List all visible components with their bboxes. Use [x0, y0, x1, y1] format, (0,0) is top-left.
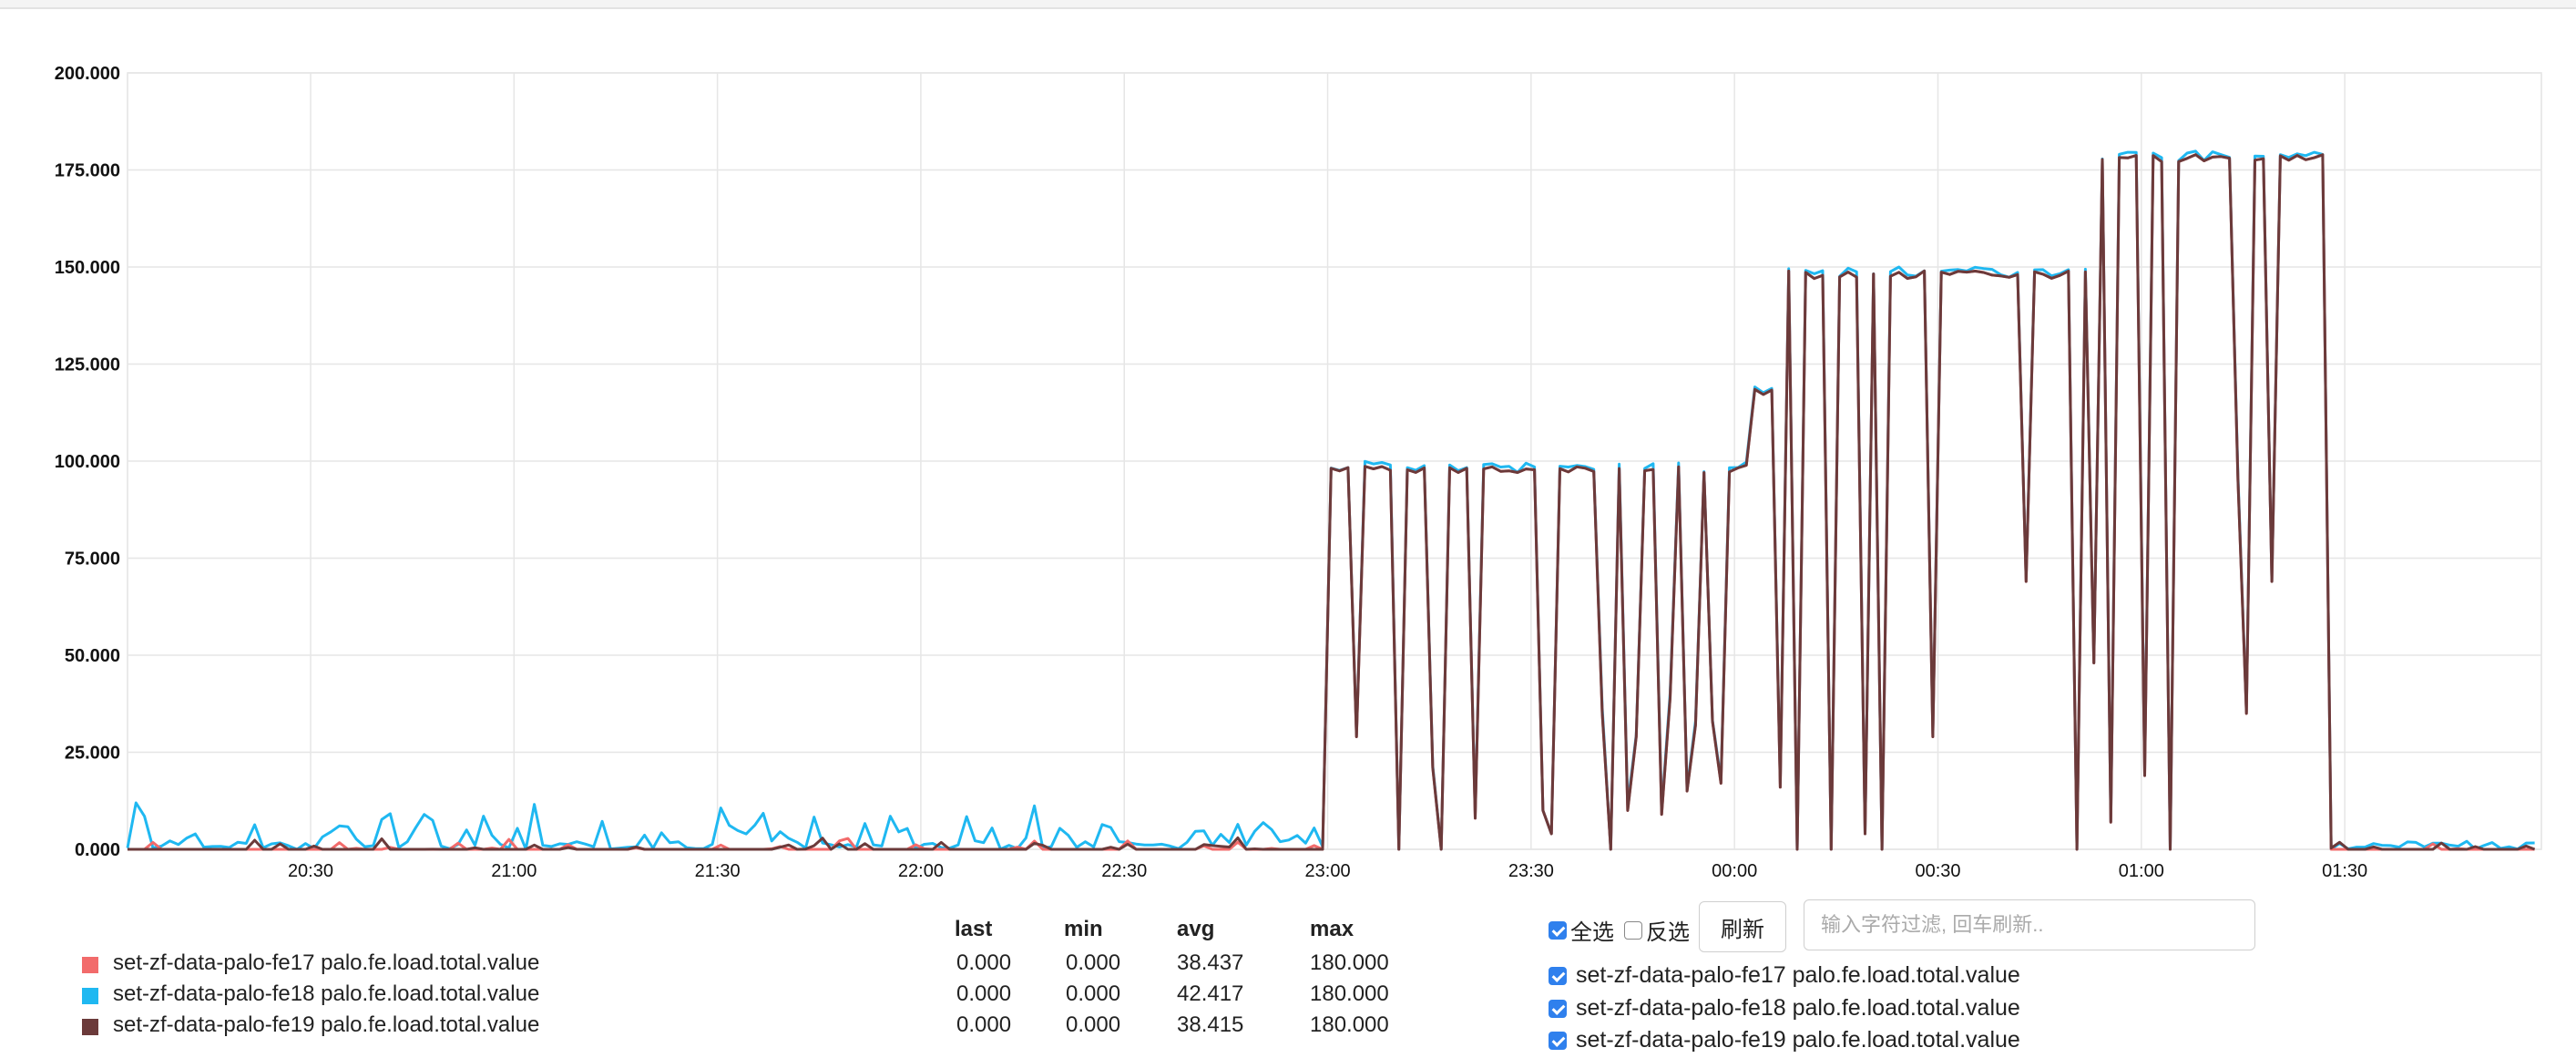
legend-avg: 38.437	[1177, 950, 1244, 975]
x-tick-label: 22:30	[1101, 861, 1147, 881]
legend-min: 0.000	[1066, 1012, 1121, 1037]
invert-selection-toggle[interactable]: 反选	[1624, 914, 1690, 946]
legend-swatch	[82, 988, 98, 1004]
x-tick-label: 20:30	[288, 861, 333, 881]
legend-last: 0.000	[956, 981, 1012, 1006]
legend-avg: 42.417	[1177, 981, 1244, 1006]
line-chart: 0.000 25.000 50.000 75.000 100.000 125.000 150…	[55, 64, 2542, 881]
legend-last: 0.000	[956, 1012, 1012, 1037]
select-all-label: 全选	[1570, 920, 1614, 945]
legend-swatch	[82, 1019, 98, 1035]
y-tick-label: 100.000	[55, 452, 120, 472]
y-tick-label: 75.000	[65, 550, 120, 570]
legend-series-name: set-zf-data-palo-fe19 palo.fe.load.total…	[113, 1012, 540, 1037]
series-checkbox[interactable]	[1549, 1000, 1567, 1019]
y-tick-label: 25.000	[65, 744, 120, 764]
series-checklist-item[interactable]: set-zf-data-palo-fe17 palo.fe.load.total…	[1549, 962, 2020, 993]
series-checkbox[interactable]	[1549, 1032, 1567, 1051]
legend-max: 180.000	[1310, 950, 1389, 975]
legend-min: 0.000	[1066, 981, 1121, 1006]
y-tick-label: 125.000	[55, 355, 120, 375]
series-lines	[126, 149, 2536, 851]
series-checklist-label: set-zf-data-palo-fe17 palo.fe.load.total…	[1576, 962, 2020, 988]
x-tick-label: 01:00	[2119, 861, 2164, 881]
legend-swatch	[82, 957, 98, 973]
refresh-button[interactable]: 刷新	[1699, 901, 1786, 952]
chart-grid	[127, 72, 2542, 850]
series-checklist-label: set-zf-data-palo-fe18 palo.fe.load.total…	[1576, 995, 2020, 1021]
x-axis: 20:30 21:00 21:30 22:00 22:30 23:00 23:30 00:00…	[288, 861, 2367, 881]
series-checklist-item[interactable]: set-zf-data-palo-fe18 palo.fe.load.total…	[1549, 995, 2020, 1026]
legend-max: 180.000	[1310, 981, 1389, 1006]
y-tick-label: 0.000	[75, 840, 120, 860]
legend-max: 180.000	[1310, 1012, 1389, 1037]
x-tick-label: 23:00	[1305, 861, 1351, 881]
legend-series-name: set-zf-data-palo-fe18 palo.fe.load.total…	[113, 981, 540, 1006]
x-tick-label: 23:30	[1508, 861, 1554, 881]
top-bar	[0, 0, 2576, 9]
x-tick-label: 21:30	[695, 861, 741, 881]
legend-last: 0.000	[956, 950, 1012, 975]
filter-input[interactable]	[1804, 899, 2255, 950]
y-tick-label: 150.000	[55, 258, 120, 278]
y-tick-label: 50.000	[65, 646, 120, 666]
series-checklist-label: set-zf-data-palo-fe19 palo.fe.load.total…	[1576, 1027, 2020, 1053]
select-all-checkbox[interactable]	[1549, 920, 1567, 940]
x-tick-label: 01:30	[2322, 861, 2367, 881]
legend-header-avg: avg	[1177, 917, 1215, 941]
series-controls: 全选 反选 刷新	[1549, 898, 2550, 952]
invert-selection-label: 反选	[1646, 920, 1690, 945]
series-checkbox[interactable]	[1549, 967, 1567, 986]
y-tick-label: 175.000	[55, 161, 120, 181]
y-tick-label: 200.000	[55, 64, 120, 84]
legend-min: 0.000	[1066, 950, 1121, 975]
x-tick-label: 22:00	[898, 861, 944, 881]
invert-selection-checkbox[interactable]	[1624, 920, 1642, 940]
x-tick-label: 21:00	[491, 861, 537, 881]
legend-header-last: last	[955, 917, 993, 941]
legend-header-max: max	[1310, 917, 1354, 941]
legend-avg: 38.415	[1177, 1012, 1244, 1037]
select-all-toggle[interactable]: 全选	[1549, 914, 1614, 946]
x-tick-label: 00:30	[1915, 861, 1960, 881]
series-checklist-item[interactable]: set-zf-data-palo-fe19 palo.fe.load.total…	[1549, 1027, 2020, 1058]
legend-header-min: min	[1064, 917, 1103, 941]
y-axis: 0.000 25.000 50.000 75.000 100.000 125.000 150…	[55, 64, 120, 860]
x-tick-label: 00:00	[1712, 861, 1757, 881]
series-line-set-zf-data-palo-fe19	[128, 153, 2536, 851]
legend-series-name: set-zf-data-palo-fe17 palo.fe.load.total…	[113, 950, 540, 975]
